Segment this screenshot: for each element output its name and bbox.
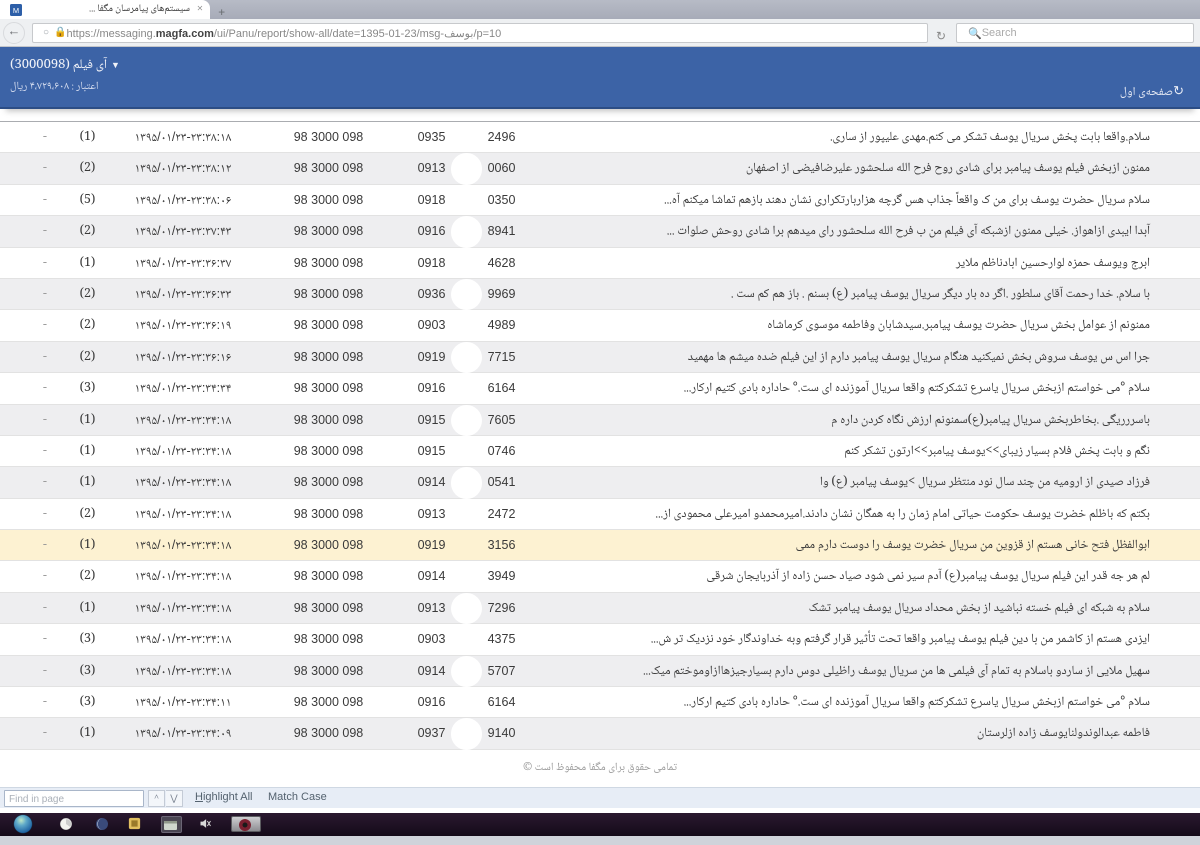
svg-text:M: M — [13, 6, 19, 15]
